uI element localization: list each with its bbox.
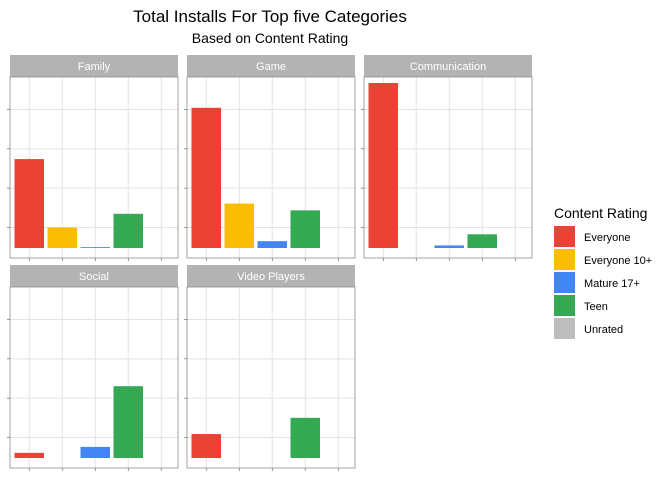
legend-label: Everyone 10+ [584,255,652,267]
chart-subtitle: Based on Content Rating [192,30,348,46]
bar-communication-mature-17- [434,245,464,248]
bar-communication-everyone [368,82,398,248]
legend-swatch [554,295,575,316]
bar-communication-teen [467,234,497,248]
bar-game-teen [290,210,320,248]
legend-swatch [554,226,575,247]
bar-game-everyone-10- [224,203,254,248]
facet-strip [187,265,355,287]
facet-social: Social [7,265,179,471]
legend-swatch [554,318,575,339]
facet-game: Game [184,55,356,261]
bar-family-teen [113,213,143,248]
chart-title: Total Installs For Top five Categories [133,7,407,26]
facet-strip [10,55,178,77]
bar-social-teen [113,386,143,458]
bar-game-everyone [191,107,221,248]
facet-strip [187,55,355,77]
facet-border [9,286,179,469]
facet-grid: Family Game Communication Social Video Playe… [7,55,533,471]
legend-swatch [554,249,575,270]
bar-social-everyone [14,452,44,458]
facet-border [363,76,533,259]
facet-strip-label: Communication [410,61,486,73]
bar-family-everyone [14,159,44,248]
facet-video-players: Video Players [184,265,356,471]
bar-family-mature-17- [80,247,110,248]
facet-border [9,76,179,259]
facet-family: Family [7,55,179,261]
facet-border [186,286,356,469]
facet-border [186,76,356,259]
facet-communication: Communication [361,55,533,261]
bar-social-mature-17- [80,446,110,458]
bar-video-players-teen [290,417,320,458]
facet-panel [10,287,178,468]
legend-item: Mature 17+ [554,272,640,293]
facet-strip-label: Game [256,61,286,73]
legend: Content Rating Everyone Everyone 10+ Matur… [554,205,652,339]
legend-title: Content Rating [554,205,647,221]
facet-strip [364,55,532,77]
bar-game-mature-17- [257,241,287,248]
facet-strip-label: Family [78,61,111,73]
legend-item: Teen [554,295,608,316]
facet-strip [10,265,178,287]
legend-item: Everyone 10+ [554,249,652,270]
facet-strip-label: Video Players [237,271,305,283]
facet-strip-label: Social [79,271,109,283]
bar-family-everyone-10- [47,227,77,248]
legend-swatch [554,272,575,293]
bar-video-players-everyone [191,434,221,458]
legend-item: Everyone [554,226,630,247]
legend-label: Everyone [584,232,630,244]
legend-label: Teen [584,301,608,313]
legend-label: Mature 17+ [584,278,640,290]
legend-label: Unrated [584,324,623,336]
legend-item: Unrated [554,318,623,339]
